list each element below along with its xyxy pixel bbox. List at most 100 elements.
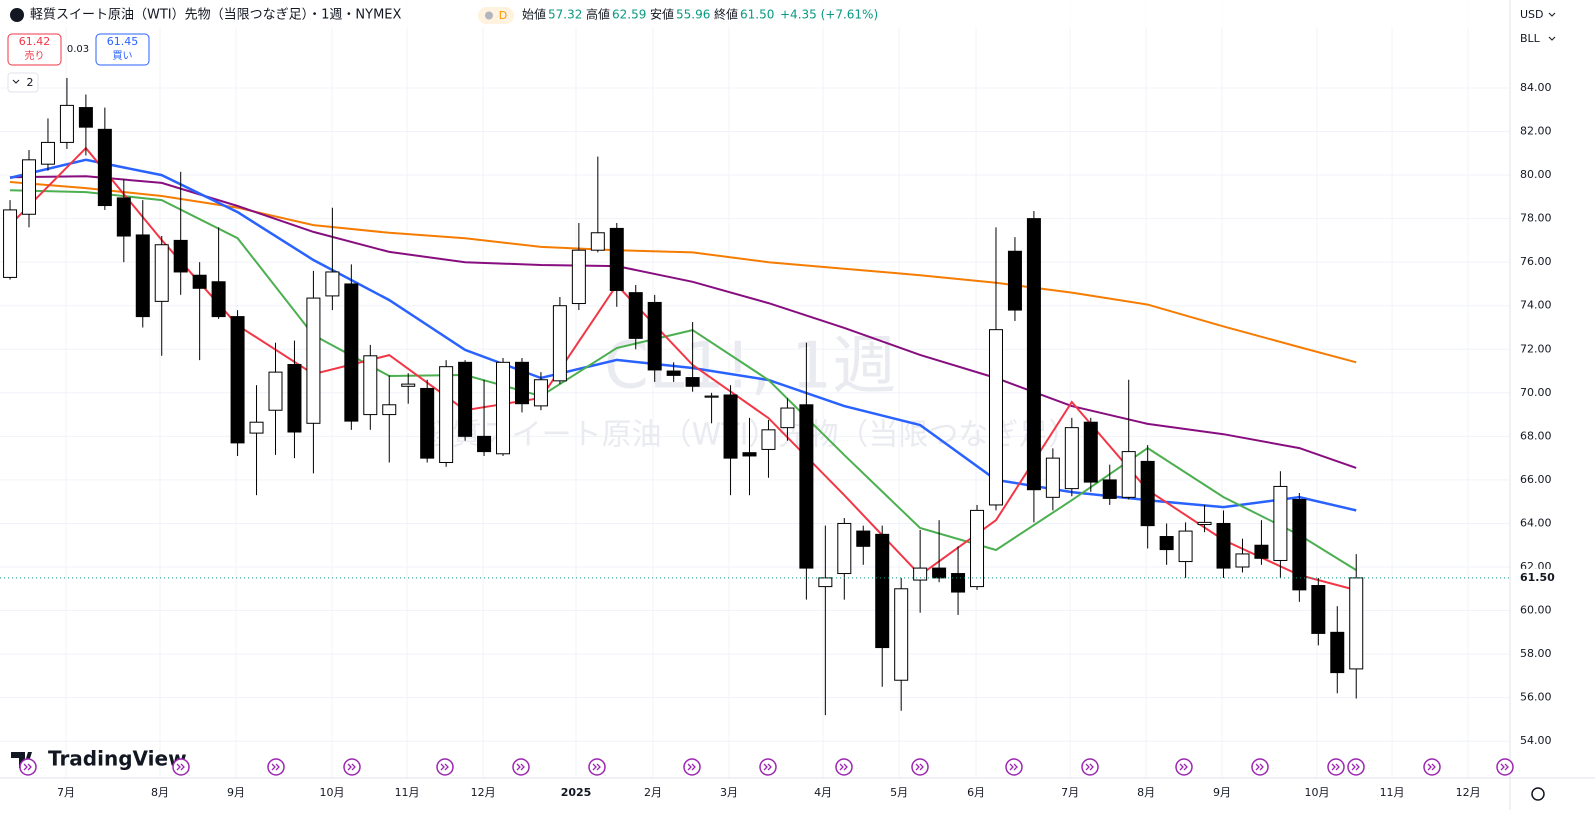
event-icon[interactable] [911, 758, 929, 776]
event-icon[interactable] [1327, 758, 1345, 776]
x-tick-label: 11月 [1380, 786, 1405, 799]
candle-body [514, 361, 529, 405]
candle-body [628, 292, 643, 339]
candle-body [211, 281, 226, 318]
symbol-title[interactable]: 軽質スイート原油（WTI）先物（当限つなぎ足）・1週・NYMEX [30, 8, 401, 23]
y-tick-label: 68.00 [1520, 429, 1552, 442]
dropdown-arrows [1548, 12, 1556, 41]
x-tick-label: 12月 [471, 786, 496, 799]
candle-body [913, 567, 928, 581]
y-tick-label: 60.00 [1520, 604, 1552, 617]
candle-body [894, 588, 909, 681]
candle-body [401, 383, 416, 387]
x-tick-label: 5月 [890, 786, 908, 799]
event-icon-glyph [347, 763, 356, 771]
event-icon-glyph [1427, 763, 1436, 771]
close-label: 終値 [714, 7, 738, 22]
currency[interactable]: USD [1520, 8, 1544, 21]
candle-body [116, 197, 131, 237]
candle-body [249, 421, 264, 434]
buy-price: 61.45 [107, 35, 139, 48]
event-icon-glyph [1085, 763, 1094, 771]
event-icon[interactable] [436, 758, 454, 776]
x-tick-label: 3月 [720, 786, 738, 799]
event-icon-glyph [1179, 763, 1188, 771]
candle-body [951, 573, 966, 593]
x-tick-label: 6月 [967, 786, 985, 799]
candle-body [1292, 499, 1307, 591]
candle-body [647, 301, 662, 371]
event-icon[interactable] [1496, 758, 1514, 776]
candle-body [1026, 218, 1041, 491]
indicator-toggle[interactable] [7, 72, 39, 93]
candle-body [1121, 451, 1136, 498]
event-icon[interactable] [1251, 758, 1269, 776]
event-icon[interactable] [1423, 758, 1441, 776]
x-tick-label: 4月 [814, 786, 832, 799]
x-tick-label: 11月 [395, 786, 420, 799]
event-icon[interactable] [267, 758, 285, 776]
event-icon[interactable] [343, 758, 361, 776]
y-tick-label: 66.00 [1520, 473, 1552, 486]
header-bg [0, 0, 1510, 28]
event-icon[interactable] [1175, 758, 1193, 776]
unit[interactable]: BLL [1520, 32, 1541, 45]
event-icon[interactable] [1005, 758, 1023, 776]
candle-body [799, 404, 814, 569]
y-tick-label: 80.00 [1520, 168, 1552, 181]
close: 61.50 [740, 8, 774, 22]
x-tick-label: 9月 [1213, 786, 1231, 799]
candle-body [533, 379, 548, 407]
event-icon-glyph [440, 763, 449, 771]
candle-body [1216, 522, 1231, 569]
event-icon[interactable] [19, 758, 37, 776]
candle-body [477, 435, 492, 453]
candle-body [988, 329, 1003, 506]
candle-body [1197, 521, 1212, 526]
candle-body [40, 141, 55, 165]
event-icon-glyph [1009, 763, 1018, 771]
event-icon[interactable] [759, 758, 777, 776]
event-icon-glyph [763, 763, 772, 771]
grid [0, 0, 1510, 778]
indicator-count: 2 [27, 76, 34, 89]
chevron [12, 79, 20, 84]
candle-body [363, 355, 378, 416]
candle-body [1311, 585, 1326, 634]
candle-body [306, 297, 321, 424]
candle-body [552, 305, 567, 382]
event-icon[interactable] [1347, 758, 1365, 776]
x-tick-label: 8月 [1137, 786, 1155, 799]
event-icon[interactable] [588, 758, 606, 776]
candle-body [1178, 530, 1193, 563]
event-icon[interactable] [172, 758, 190, 776]
event-icon[interactable] [683, 758, 701, 776]
y-tick-label: 58.00 [1520, 647, 1552, 660]
sell-button[interactable] [7, 33, 62, 66]
event-icon[interactable] [835, 758, 853, 776]
plot [3, 77, 1364, 716]
candle-body [1349, 577, 1364, 670]
y-tick-label: 70.00 [1520, 386, 1552, 399]
flag-badge[interactable] [478, 7, 514, 24]
settings-button[interactable] [1531, 787, 1545, 801]
buy-button[interactable] [95, 33, 150, 66]
y-tick-label: 84.00 [1520, 81, 1552, 94]
candle-body [1064, 427, 1079, 490]
high-label: 高値 [586, 7, 610, 22]
y-tick-label: 82.00 [1520, 125, 1552, 138]
event-icon-glyph [516, 763, 525, 771]
flag-dot [485, 11, 493, 20]
sell-label: 売り [25, 49, 45, 62]
candle-body [382, 404, 397, 416]
candle-body [1083, 421, 1098, 483]
low: 55.96 [676, 8, 710, 22]
candle-body [1007, 250, 1022, 311]
change: +4.35 (+7.61%) [780, 8, 878, 22]
event-icon[interactable] [1081, 758, 1099, 776]
event-icon[interactable] [512, 758, 530, 776]
candle-body [325, 271, 340, 297]
y-tick-label: 72.00 [1520, 342, 1552, 355]
last-price-box [1511, 568, 1571, 587]
